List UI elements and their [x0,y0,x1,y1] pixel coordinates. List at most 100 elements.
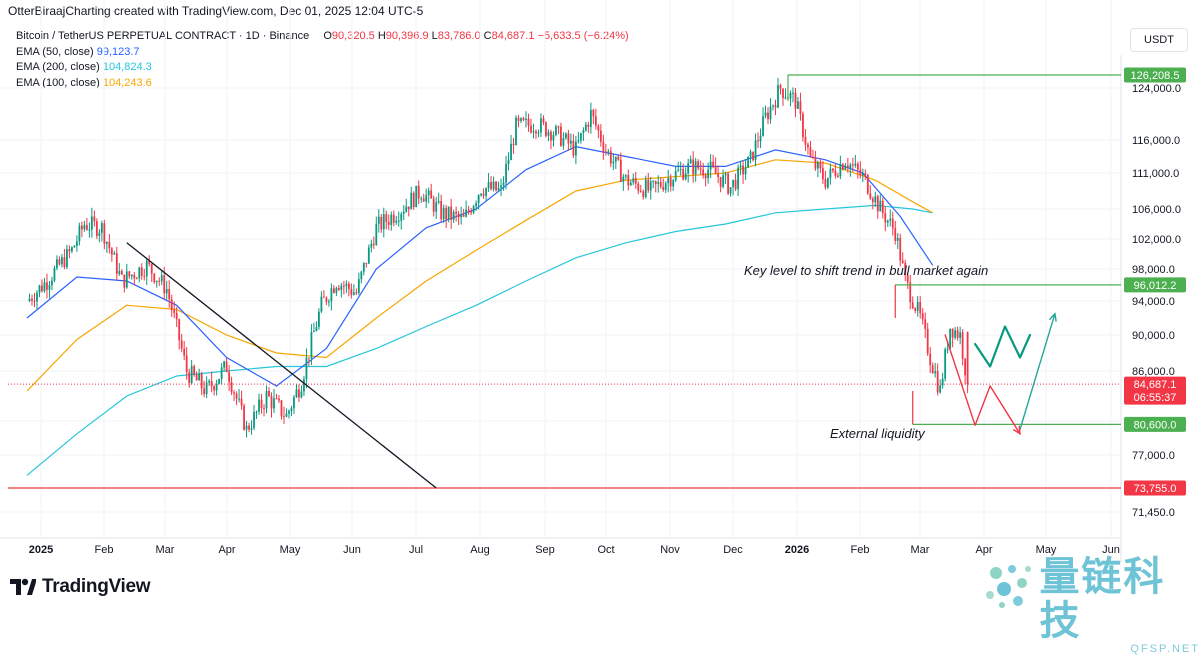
candle-body [632,178,635,183]
candle-body [293,397,295,409]
candle-body [767,112,769,120]
candle-body [535,131,537,134]
candle-body [33,300,36,302]
candle-body [804,137,807,145]
indicator-ema100-label: EMA (100, close) [16,76,100,89]
symbol-title[interactable]: Bitcoin / TetherUS PERPETUAL CONTRACT · … [16,30,310,42]
candle-body [687,163,690,174]
candle-body [303,379,305,392]
candle-body [128,271,131,277]
candle-body [422,198,425,202]
candle-body [964,358,967,376]
price-tick-label: 111,000.0 [1132,168,1179,180]
time-tick-label: Apr [975,544,992,556]
indicator-ema200[interactable]: EMA (200, close) 104,824.3 [16,60,629,76]
currency-button[interactable]: USDT [1130,28,1188,52]
candle-body [799,101,802,114]
candle-body [579,133,582,141]
high-price-tag-bg [1124,67,1186,83]
candle-body [118,270,121,274]
candle-body [894,228,897,241]
candle-body [831,168,834,171]
candle-body [719,176,722,187]
candle-body [614,156,617,162]
candle-body [906,275,909,283]
candle-body [450,206,453,220]
candle-body [702,169,705,176]
candle-body [480,193,482,196]
candle-body [522,118,525,121]
price-tick-label: 94,000.0 [1132,296,1175,308]
candle-body [48,285,51,290]
candle-body [495,181,497,191]
candle-body [482,193,485,196]
candle-body [190,366,193,384]
indicator-ema100[interactable]: EMA (100, close) 104,243.6 [16,76,629,92]
candle-body [929,353,932,366]
candle-body [278,398,280,401]
candle-body [430,190,433,199]
candle-body [51,280,53,286]
candle-body [896,237,899,241]
candle-body [662,186,665,190]
candle-body [889,218,892,221]
candle-body [200,373,203,389]
price-tick-label: 102,000.0 [1132,234,1181,246]
candle-body [335,287,338,293]
time-tick-label: 2026 [785,544,809,556]
candle-body [327,301,330,303]
candle-body [934,371,937,374]
candle-body [530,125,532,133]
candle-body [170,299,173,311]
candle-body [290,408,293,411]
candle-body [365,262,368,264]
candle-body [125,271,128,288]
time-tick-label: May [280,544,301,556]
tradingview-logo[interactable]: TradingView [10,576,151,598]
price-chart[interactable]: 124,000.0 116,000.0 111,000.0 106,000.0 102,… [0,0,1200,615]
watermark-logo-icon [986,565,1031,608]
candle-body [115,253,118,274]
candle-body [375,223,378,246]
candle-body [505,163,507,183]
candle-body [432,198,435,212]
candle-body [205,382,208,395]
candle-body [931,365,934,374]
candle-body [467,209,470,212]
candle-body [797,101,799,109]
candle-body [178,319,181,341]
candle-body [258,399,260,412]
candle-body [734,179,737,190]
candle-body [283,416,285,418]
candle-body [377,216,380,224]
candle-body [667,178,670,184]
candle-body [58,259,61,265]
candle-body [507,160,510,164]
candle-body [737,167,739,190]
candle-body [582,130,585,134]
candle-body [939,385,942,393]
candle-body [123,274,126,288]
candle-body [68,249,71,252]
candle-body [173,310,176,313]
candle-body [345,283,348,287]
candle-body [263,408,265,410]
candle-body [525,118,527,121]
candle-body [515,117,517,146]
open-value: 90,320.5 [331,30,375,42]
candle-body [275,398,278,400]
candle-body [899,237,902,261]
candle-body [148,260,151,265]
candle-body [497,187,500,191]
candle-body [397,220,400,222]
candle-body [732,179,734,188]
candle-body [517,117,520,122]
candle-body [183,348,186,356]
candle-body [313,330,315,332]
candle-body [380,216,383,230]
candle-body [502,182,505,186]
indicator-ema50[interactable]: EMA (50, close) 99,123.7 [16,45,629,61]
candle-body [856,163,859,170]
candle-body [826,177,829,188]
candle-body [93,216,96,222]
